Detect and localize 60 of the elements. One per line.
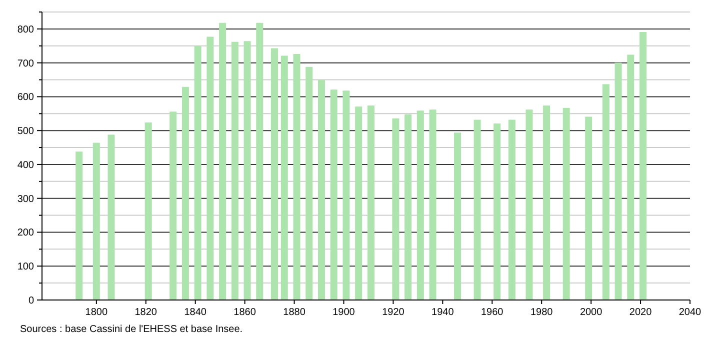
bar (429, 110, 436, 300)
x-tick-label: 1980 (530, 307, 554, 318)
source-note: Sources : base Cassini de l'EHESS et base Insee. (20, 324, 243, 335)
x-tick-label: 1880 (283, 307, 306, 318)
bar (342, 90, 350, 300)
bar (206, 36, 214, 300)
bar (526, 110, 533, 300)
bar (108, 134, 115, 300)
bar (256, 22, 264, 300)
bar (306, 66, 313, 300)
x-tick-label: 2000 (580, 307, 603, 318)
bar (170, 112, 177, 300)
x-tick-label: 1940 (432, 307, 454, 318)
x-tick-label: 1800 (85, 307, 108, 318)
bar (627, 54, 634, 300)
bar (270, 48, 278, 300)
x-tick-label: 1920 (382, 307, 405, 318)
y-tick-label: 600 (17, 92, 34, 104)
bar (144, 122, 152, 300)
bar (640, 32, 647, 300)
bar (293, 54, 300, 300)
bar (318, 80, 325, 300)
bar (182, 86, 189, 300)
bar (355, 106, 362, 300)
y-tick-label: 200 (17, 228, 34, 239)
bar (416, 110, 424, 300)
bar (367, 106, 374, 300)
bar (602, 84, 610, 300)
y-tick-label: 500 (17, 126, 34, 138)
x-tick-label: 2040 (678, 307, 702, 318)
bar (219, 22, 226, 300)
y-tick-label: 0 (28, 296, 34, 306)
bar (231, 42, 238, 300)
y-tick-label: 800 (17, 24, 34, 36)
x-tick-label: 1860 (234, 307, 256, 318)
bar (92, 142, 100, 300)
bar (454, 132, 462, 300)
x-tick-label: 1960 (481, 307, 504, 318)
bar (330, 90, 338, 300)
bar (474, 120, 481, 300)
x-tick-label: 2020 (629, 307, 652, 318)
y-tick-label: 100 (17, 262, 34, 273)
bar (392, 118, 400, 300)
x-tick-label: 1900 (332, 307, 356, 318)
x-tick-label: 1840 (184, 307, 207, 318)
bar (76, 152, 83, 300)
bar (194, 46, 202, 300)
bar (280, 56, 288, 300)
y-tick-label: 400 (17, 160, 34, 171)
bar (543, 106, 550, 300)
bar (614, 62, 622, 300)
y-tick-label: 700 (17, 58, 34, 70)
bar (562, 108, 570, 300)
y-tick-label: 300 (17, 194, 34, 205)
bar (494, 123, 501, 300)
bar (244, 41, 251, 300)
bar (404, 114, 412, 300)
bar (585, 116, 592, 300)
x-tick-label: 1820 (134, 307, 158, 318)
bar (508, 120, 516, 300)
